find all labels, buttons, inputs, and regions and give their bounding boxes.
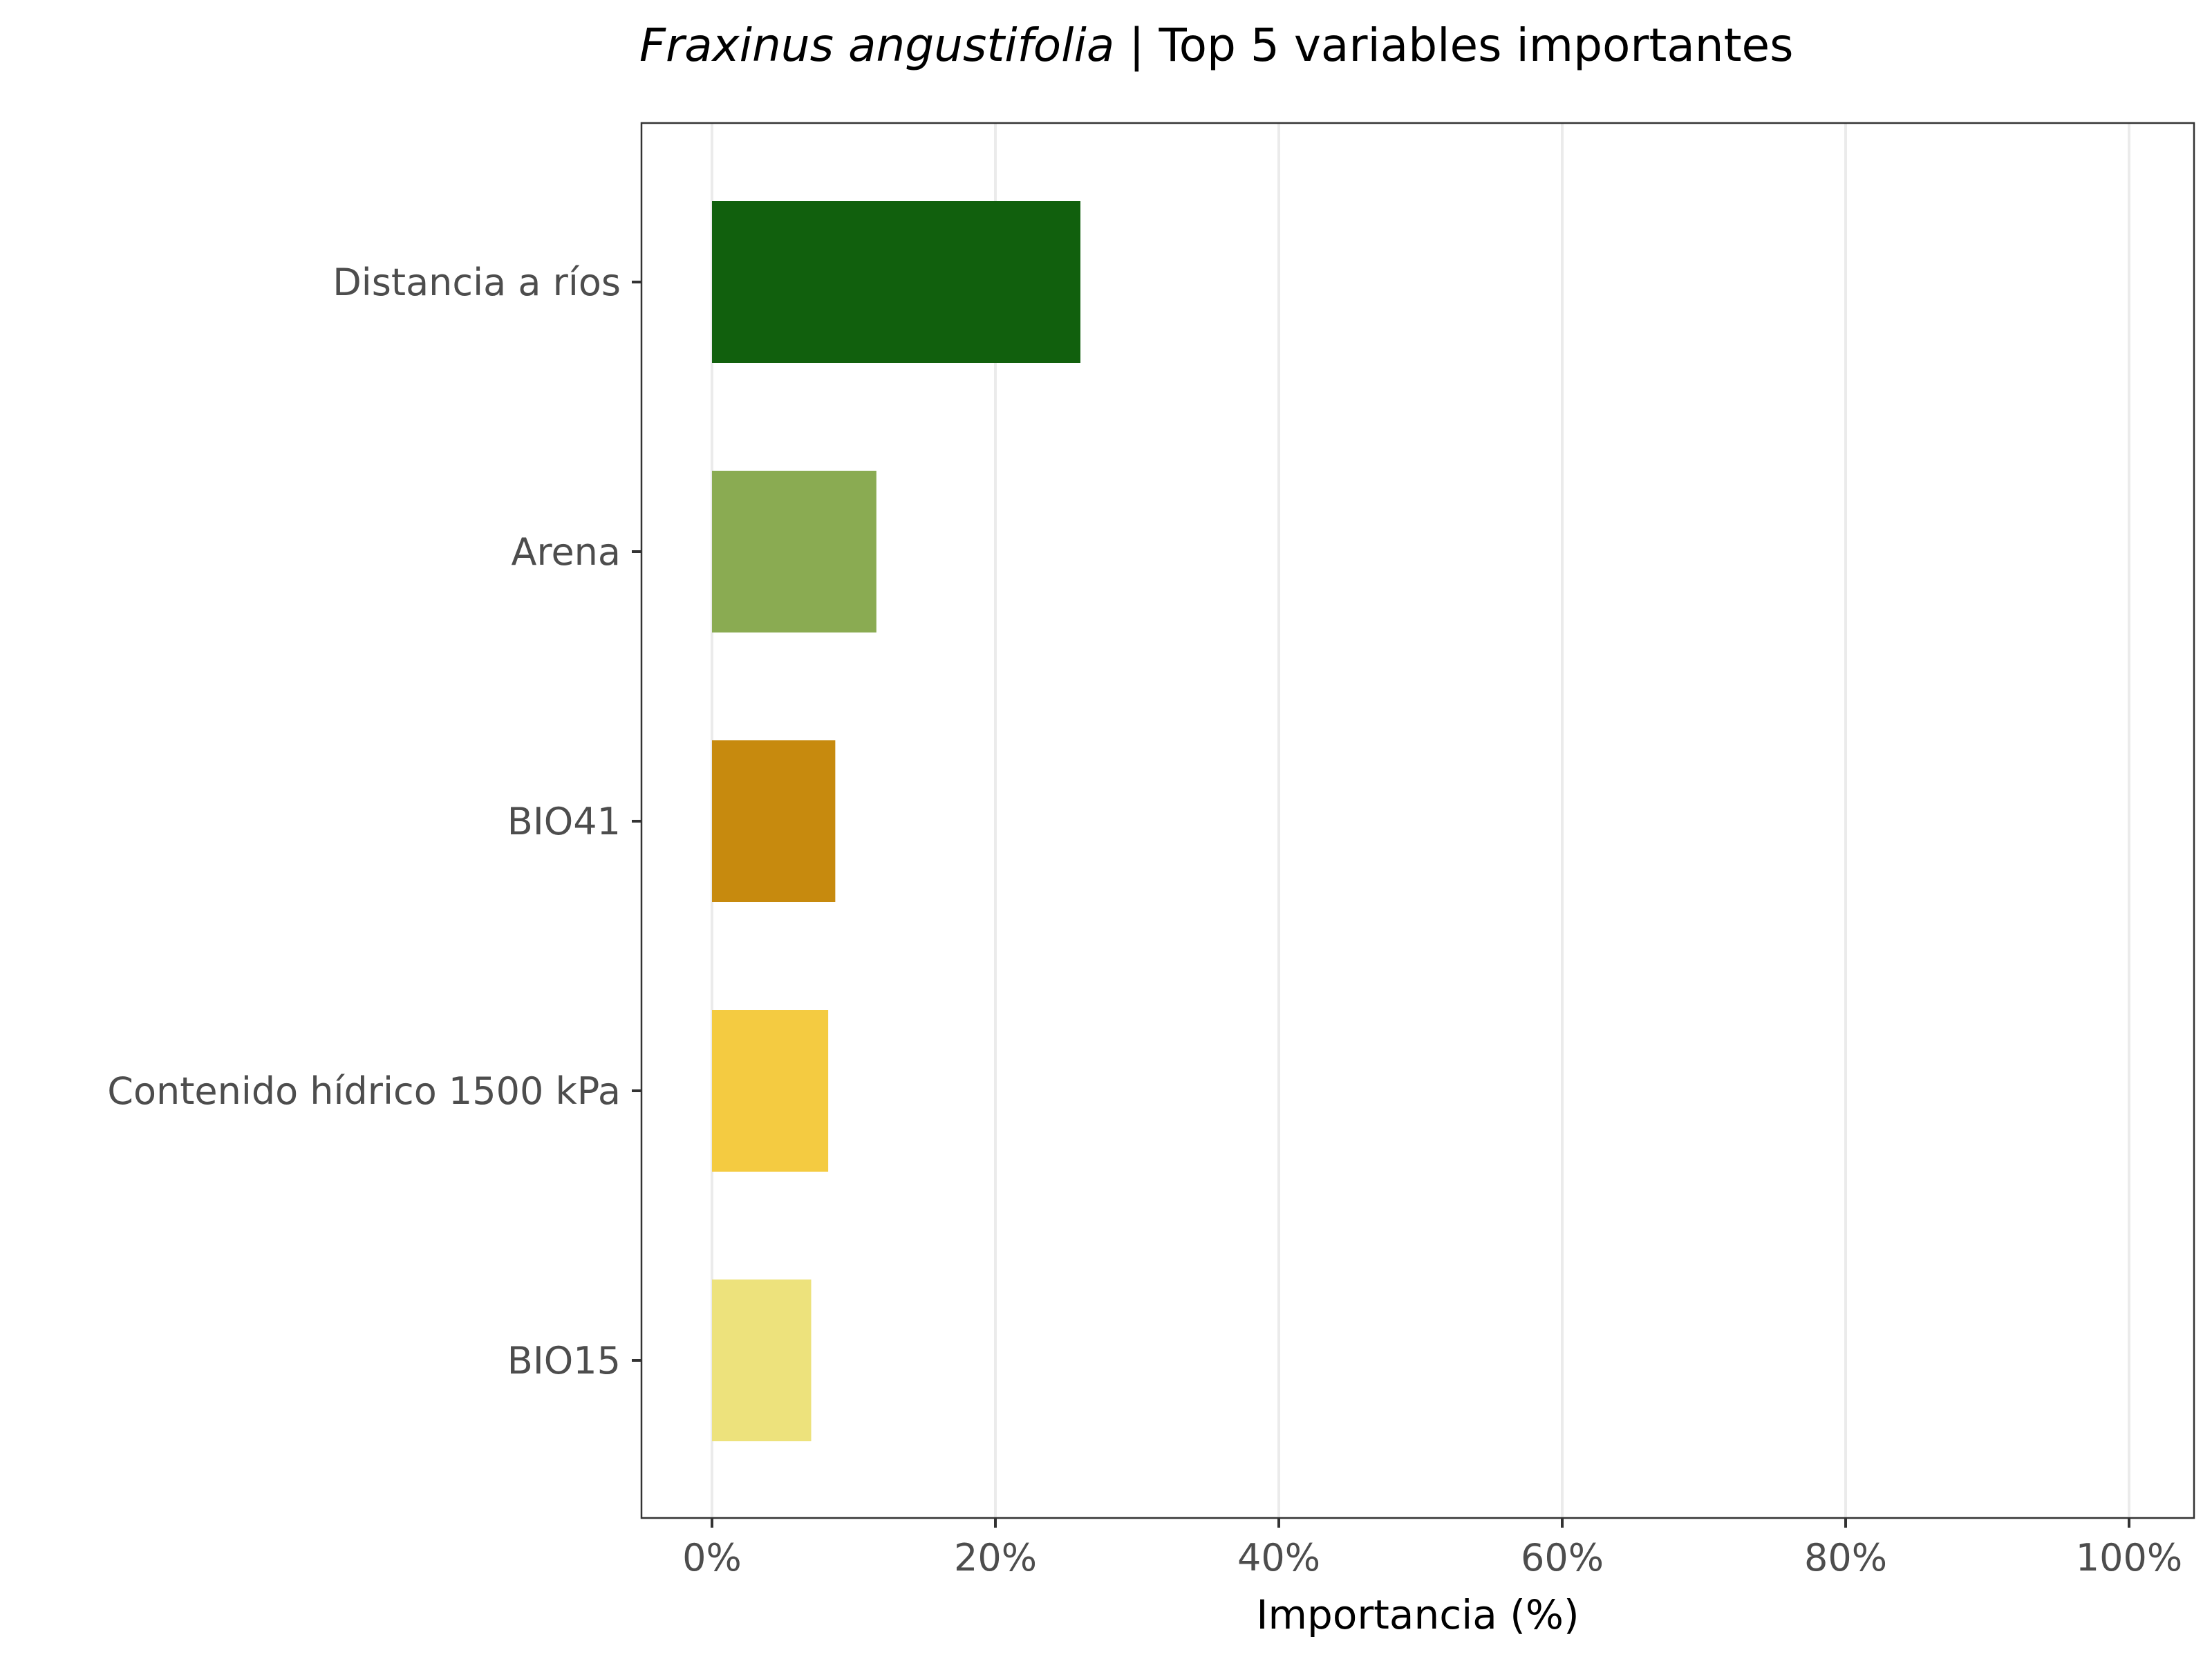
x-tick-label: 100% bbox=[2076, 1536, 2182, 1580]
chart-title-species: Fraxinus angustifolia bbox=[639, 19, 1114, 72]
y-tick-label: Arena bbox=[512, 530, 621, 574]
y-tick-label: BIO41 bbox=[507, 800, 621, 843]
bar bbox=[712, 740, 836, 902]
chart-title-rest: | Top 5 variables importantes bbox=[1114, 19, 1793, 72]
x-tick-label: 20% bbox=[954, 1536, 1037, 1580]
y-axis: Distancia a ríos Arena BIO41 Contenido hídr… bbox=[107, 261, 641, 1382]
bar bbox=[712, 471, 877, 632]
x-tick-label: 0% bbox=[682, 1536, 742, 1580]
y-tick-label: Contenido hídrico 1500 kPa bbox=[107, 1069, 621, 1113]
bar bbox=[712, 1280, 812, 1441]
x-tick-label: 80% bbox=[1804, 1536, 1887, 1580]
bar bbox=[712, 1010, 829, 1172]
y-tick-label: BIO15 bbox=[507, 1339, 621, 1382]
x-tick-label: 40% bbox=[1237, 1536, 1320, 1580]
bars bbox=[712, 201, 1080, 1441]
y-tick-label: Distancia a ríos bbox=[332, 261, 621, 304]
x-tick-label: 60% bbox=[1521, 1536, 1604, 1580]
chart-title: Fraxinus angustifolia | Top 5 variables … bbox=[639, 19, 1794, 72]
x-axis: 0% 20% 40% 60% 80% 100% bbox=[682, 1518, 2182, 1580]
x-axis-title: Importancia (%) bbox=[1256, 1591, 1579, 1638]
bar bbox=[712, 201, 1080, 363]
